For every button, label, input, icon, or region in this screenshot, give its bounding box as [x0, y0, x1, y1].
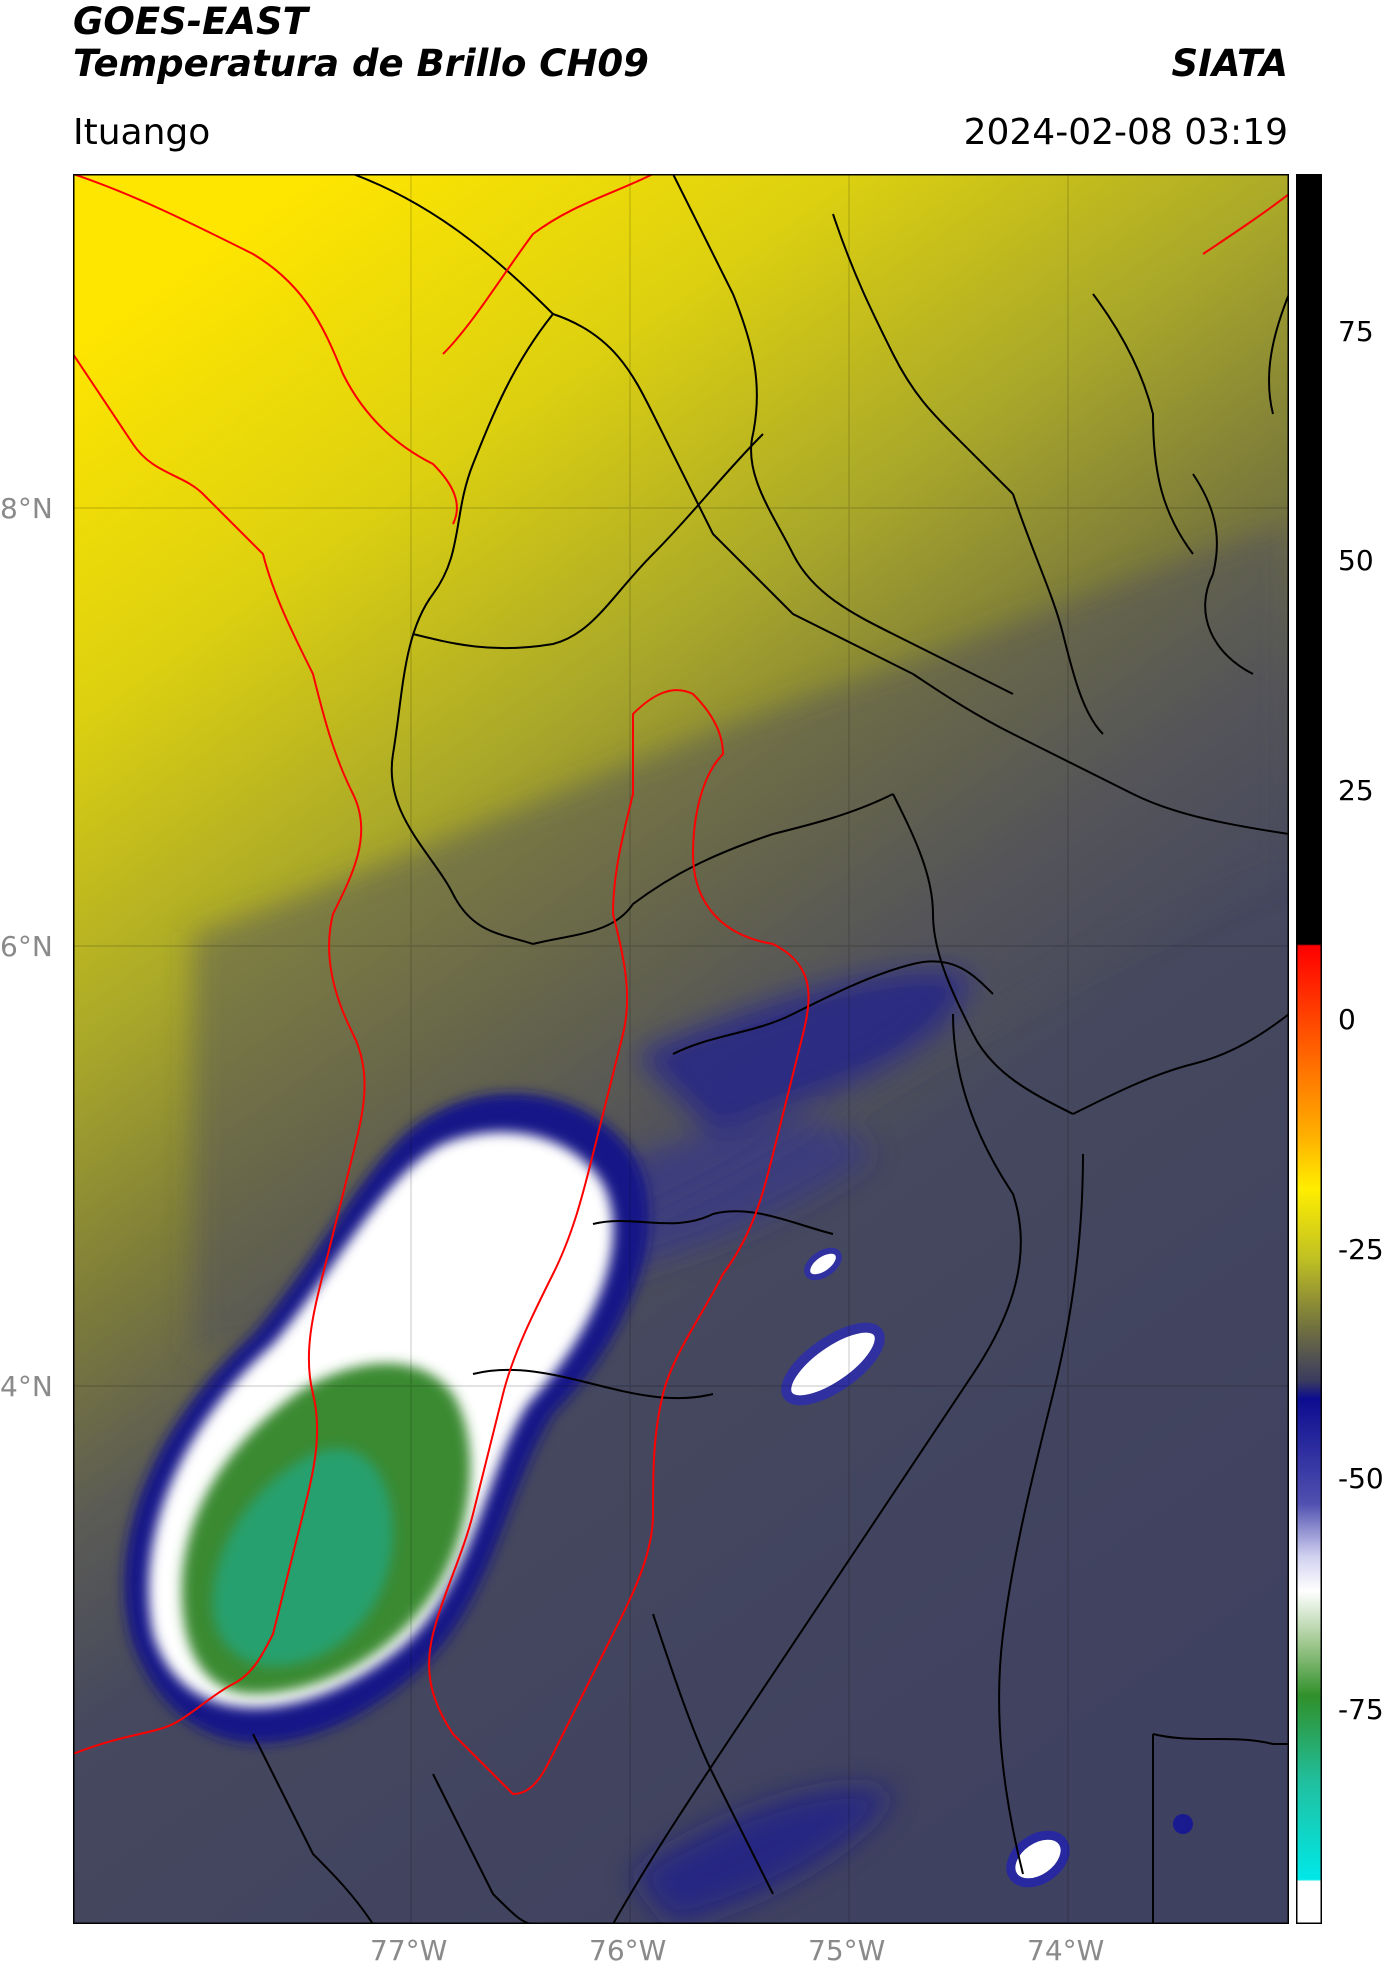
cbar-label-75: 75 [1338, 315, 1374, 348]
temperature-colorbar [1296, 174, 1322, 1924]
cbar-label-25: 25 [1338, 774, 1374, 807]
cbar-label-minus75: -75 [1338, 1693, 1384, 1726]
title-product: GOES-EAST [73, 0, 308, 43]
location-label: Ituango [73, 112, 211, 153]
cbar-label-50: 50 [1338, 544, 1374, 577]
lat-label-8n: 8°N [0, 492, 53, 525]
coastline-and-ituango-region [73, 174, 1289, 1796]
lat-label-4n: 4°N [0, 1370, 53, 1403]
small-convective-cells [781, 1247, 1193, 1888]
title-variable: Temperatura de Brillo CH09 [73, 42, 649, 85]
cbar-label-minus25: -25 [1338, 1233, 1384, 1266]
lat-label-6n: 6°N [0, 930, 53, 963]
colorbar-ramp [1296, 174, 1322, 1924]
admin-borders [252, 174, 1289, 1924]
datetime-label: 2024-02-08 03:19 [963, 112, 1288, 153]
convective-storm [124, 1093, 649, 1744]
lon-label-74w: 74°W [1027, 1934, 1105, 1967]
brightness-temperature-map [73, 174, 1289, 1924]
lon-label-77w: 77°W [370, 1934, 448, 1967]
brand-label: SIATA [1171, 42, 1288, 85]
lon-label-76w: 76°W [589, 1934, 667, 1967]
cbar-label-0: 0 [1338, 1003, 1356, 1036]
cbar-label-minus50: -50 [1338, 1462, 1384, 1495]
lon-label-75w: 75°W [808, 1934, 886, 1967]
lat-lon-gridlines [73, 174, 1289, 1924]
map-frame [73, 174, 1289, 1924]
